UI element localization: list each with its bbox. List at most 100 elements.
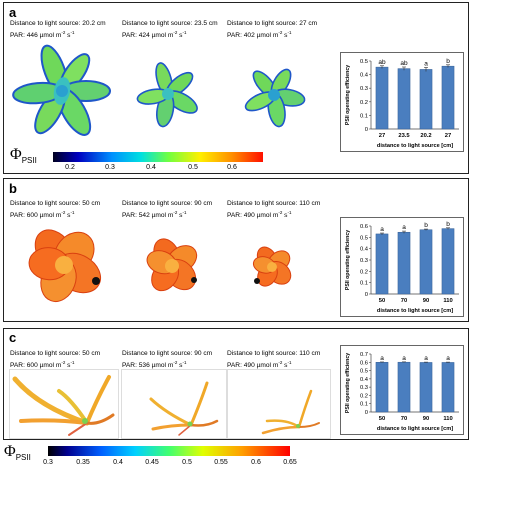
y-tick-label: 0.7	[360, 352, 368, 358]
y-tick-label: 0.2	[360, 100, 368, 106]
y-tick-label: 0	[365, 410, 368, 416]
chart-svg: PSII operating efficiency 0 0.1 0.2 0.3 0.4 0.…	[345, 58, 459, 149]
par-text: PAR: 536 µmol m-2 s-1	[122, 359, 187, 369]
par-text: PAR: 424 µmol m-2 s-1	[122, 29, 187, 39]
distance-text: Distance to light source: 90 cm	[122, 200, 213, 207]
rosette-image	[136, 62, 198, 128]
colorbar-tick: 0.55	[214, 459, 228, 466]
chart-svg: PSII operating efficiency 0 0.1 0.2 0.3 0.4 0.…	[345, 221, 459, 314]
image-caption: Distance to light source: 50 cm PAR: 600…	[10, 350, 100, 370]
bar	[397, 68, 411, 130]
bar	[441, 65, 455, 130]
phi-psii-label: ΦPSII	[4, 443, 31, 463]
significance-letter: a	[380, 355, 384, 362]
grass-image	[9, 369, 119, 439]
y-tick-label: 0.4	[360, 377, 369, 383]
colorbar-tick: 0.6	[227, 164, 237, 171]
colorbar-tick: 0.45	[145, 459, 159, 466]
x-axis-label: distance to light source [cm]	[377, 308, 453, 314]
distance-text: Distance to light source: 110 cm	[227, 200, 321, 207]
y-tick-label: 0.5	[360, 369, 368, 375]
x-tick-label: 50	[379, 298, 385, 304]
x-tick-label: 110	[443, 416, 452, 422]
y-tick-label: 0.6	[360, 360, 368, 366]
x-tick-label: 70	[401, 298, 407, 304]
image-caption: Distance to light source: 23.5 cm PAR: 4…	[122, 20, 218, 40]
distance-text: Distance to light source: 50 cm	[10, 350, 101, 357]
significance-letter: a	[402, 355, 406, 362]
plant-image	[28, 229, 102, 303]
significance-letter: a	[402, 224, 406, 231]
colorbar-tick: 0.3	[43, 459, 53, 466]
colorbar	[53, 152, 263, 162]
plant-image	[252, 246, 292, 287]
y-tick-label: 0.5	[360, 59, 368, 65]
colorbar-tick: 0.4	[146, 164, 156, 171]
y-tick-label: 0.3	[360, 258, 368, 264]
colorbar-tick: 0.2	[65, 164, 75, 171]
distance-text: Distance to light source: 50 cm	[10, 200, 101, 207]
distance-text: Distance to light source: 90 cm	[122, 350, 213, 357]
colorbar	[48, 446, 290, 456]
y-tick-label: 0	[365, 127, 368, 133]
x-tick-label: 50	[379, 416, 385, 422]
panel-label: a	[9, 5, 17, 20]
y-tick-label: 0.3	[360, 86, 368, 92]
bar	[419, 69, 433, 130]
significance-letter: a	[424, 60, 428, 67]
bar-chart: PSII operating efficiency 0 0.1 0.2 0.3 0.4 0.…	[340, 217, 464, 317]
significance-letter: ab	[400, 60, 408, 67]
distance-text: Distance to light source: 23.5 cm	[122, 20, 218, 27]
par-text: PAR: 600 µmol m-2 s-1	[10, 209, 75, 219]
significance-letter: a	[424, 355, 428, 362]
par-text: PAR: 542 µmol m-2 s-1	[122, 209, 187, 219]
image-caption: Distance to light source: 110 cm PAR: 49…	[227, 350, 320, 370]
y-tick-label: 0.4	[360, 247, 369, 253]
chart-svg: PSII operating efficiency 0 0.1 0.2 0.3 0.4 0.…	[345, 352, 459, 432]
par-text: PAR: 490 µmol m-2 s-1	[227, 209, 292, 219]
image-caption: Distance to light source: 90 cm PAR: 536…	[122, 350, 212, 370]
plant-image	[146, 238, 198, 292]
colorbar-tick: 0.65	[283, 459, 297, 466]
image-caption: Distance to light source: 110 cm PAR: 49…	[227, 200, 320, 220]
panel-label: b	[9, 181, 17, 196]
panel-label: c	[9, 330, 17, 345]
colorbar-tick: 0.6	[251, 459, 261, 466]
grass-image	[227, 369, 331, 439]
phi-psii-label: ΦPSII	[10, 146, 37, 166]
y-tick-label: 0.6	[360, 224, 368, 230]
significance-letter: b	[446, 58, 450, 65]
par-text: PAR: 490 µmol m-2 s-1	[227, 359, 292, 369]
y-tick-label: 0.5	[360, 235, 368, 241]
y-axis-label: PSII operating efficiency	[345, 353, 351, 413]
significance-letter: a	[380, 226, 384, 233]
bar	[419, 362, 433, 413]
distance-text: Distance to light source: 20.2 cm	[10, 20, 106, 27]
panel-c: c Distance to light source: 50 cm PAR: 6…	[3, 328, 469, 440]
colorbar-tick: 0.4	[113, 459, 123, 466]
y-tick-label: 0.2	[360, 393, 368, 399]
par-text: PAR: 402 µmol m-2 s-1	[227, 29, 292, 39]
bar	[375, 66, 389, 130]
x-tick-label: 27	[379, 133, 385, 139]
bar	[375, 362, 389, 413]
y-tick-label: 0.2	[360, 269, 368, 275]
colorbar-tick: 0.35	[76, 459, 90, 466]
y-tick-label: 0.1	[360, 281, 368, 287]
panel-b: b Distance to light source: 50 cm PAR: 6…	[3, 178, 469, 322]
colorbar-tick: 0.3	[105, 164, 115, 171]
y-tick-label: 0.1	[360, 402, 368, 408]
x-tick-label: 27	[445, 133, 451, 139]
significance-letter: b	[424, 222, 428, 229]
x-axis-label: distance to light source [cm]	[377, 143, 453, 149]
grass-image	[121, 369, 227, 439]
y-tick-label: 0	[365, 292, 368, 298]
par-text: PAR: 600 µmol m-2 s-1	[10, 359, 75, 369]
image-caption: Distance to light source: 27 cm PAR: 402…	[227, 20, 317, 40]
significance-letter: b	[446, 221, 450, 228]
colorbar-tick: 0.5	[188, 164, 198, 171]
x-tick-label: 23.5	[398, 133, 410, 139]
y-tick-label: 0.3	[360, 385, 368, 391]
significance-letter: ab	[378, 59, 386, 66]
bar	[419, 229, 433, 295]
